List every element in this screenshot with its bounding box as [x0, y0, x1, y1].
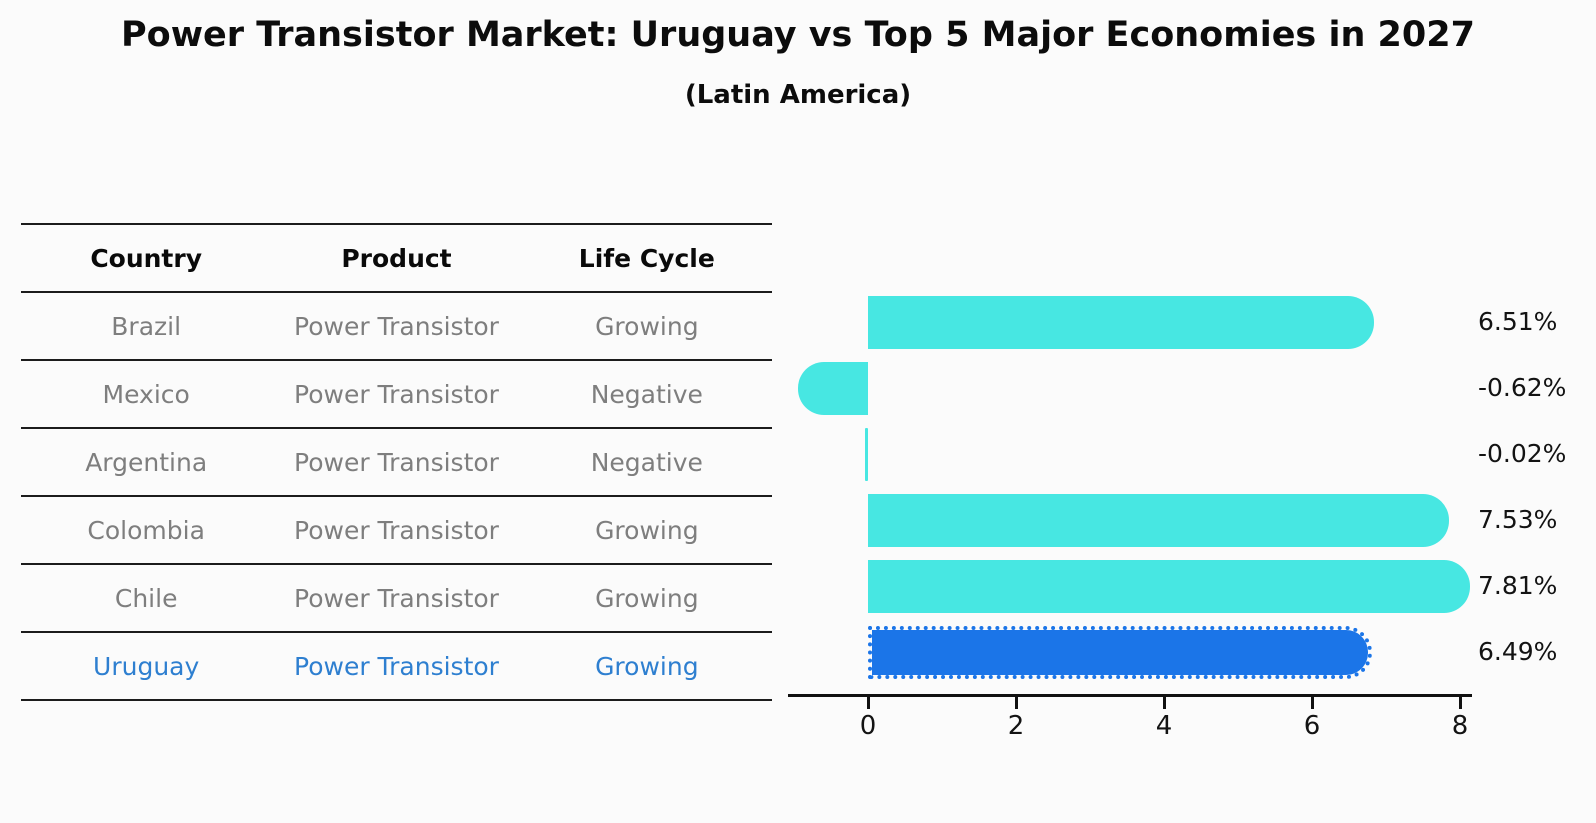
value-label-uruguay: 6.49% [1478, 637, 1558, 666]
table-cell-lifecycle: Negative [590, 379, 703, 409]
table-cell-lifecycle: Growing [595, 651, 699, 681]
column-header-product: Product [341, 243, 452, 273]
country-table: Country Product Life Cycle Brazil Power T… [21, 223, 772, 701]
value-label-argentina: -0.02% [1478, 439, 1567, 468]
table-cell-lifecycle: Growing [595, 311, 699, 341]
bar-mexico [798, 361, 868, 415]
chart-title: Power Transistor Market: Uruguay vs Top … [121, 15, 1475, 55]
table-cell-lifecycle: Negative [590, 447, 703, 477]
column-header-lifecycle: Life Cycle [578, 243, 715, 273]
x-tick-label: 6 [1303, 711, 1321, 741]
x-tick-mark [1310, 697, 1314, 709]
table-row-mexico: Mexico Power Transistor Negative [21, 361, 772, 429]
value-label-colombia: 7.53% [1478, 505, 1558, 534]
x-tick-mark [1014, 697, 1018, 709]
chart-subtitle: (Latin America) [684, 80, 912, 110]
x-tick-mark [1162, 697, 1166, 709]
table-row-argentina: Argentina Power Transistor Negative [21, 429, 772, 497]
table-cell-country: Colombia [87, 515, 205, 545]
value-label-brazil: 6.51% [1478, 307, 1558, 336]
column-header-country: Country [90, 243, 203, 273]
table-cell-product: Power Transistor [294, 583, 499, 613]
table-header-row: Country Product Life Cycle [21, 223, 772, 293]
table-cell-product: Power Transistor [294, 311, 499, 341]
table-row-colombia: Colombia Power Transistor Growing [21, 497, 772, 565]
table-cell-product: Power Transistor [294, 379, 499, 409]
table-row-uruguay: Uruguay Power Transistor Growing [21, 633, 772, 701]
x-tick-mark [1458, 697, 1462, 709]
table-cell-product: Power Transistor [294, 447, 499, 477]
x-tick-label: 0 [859, 711, 877, 741]
table-row-brazil: Brazil Power Transistor Growing [21, 293, 772, 361]
bar-chile [868, 559, 1470, 613]
x-tick-label: 2 [1007, 711, 1025, 741]
table-cell-country: Uruguay [93, 651, 200, 681]
bar-brazil [868, 295, 1374, 349]
table-cell-product: Power Transistor [294, 651, 499, 681]
table-cell-product: Power Transistor [294, 515, 499, 545]
table-cell-lifecycle: Growing [595, 583, 699, 613]
table-cell-lifecycle: Growing [595, 515, 699, 545]
value-label-mexico: -0.62% [1478, 373, 1567, 402]
table-cell-country: Mexico [102, 379, 190, 409]
x-axis-line [788, 694, 1472, 697]
table-cell-country: Argentina [85, 447, 208, 477]
x-tick-label: 8 [1451, 711, 1469, 741]
bar-uruguay [868, 625, 1373, 679]
bar-argentina [865, 427, 868, 481]
bar-colombia [868, 493, 1450, 547]
table-cell-country: Chile [114, 583, 178, 613]
table-row-chile: Chile Power Transistor Growing [21, 565, 772, 633]
table-cell-country: Brazil [111, 311, 182, 341]
value-label-chile: 7.81% [1478, 571, 1558, 600]
x-tick-label: 4 [1155, 711, 1173, 741]
x-tick-mark [866, 697, 870, 709]
